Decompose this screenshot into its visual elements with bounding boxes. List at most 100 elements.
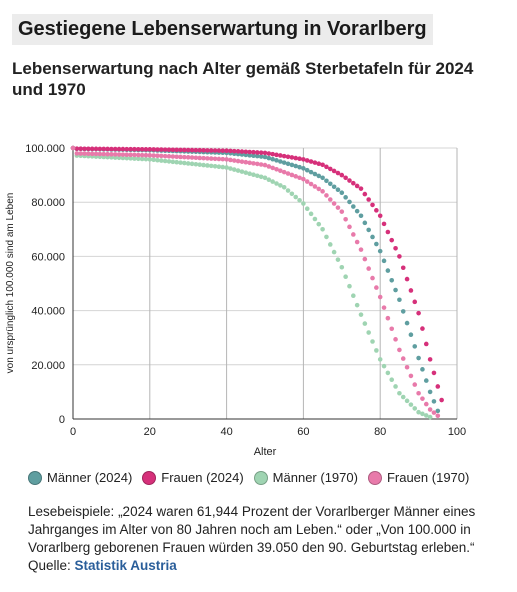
data-point [293, 174, 299, 179]
data-point [408, 373, 414, 379]
data-point [281, 153, 287, 159]
data-point [159, 158, 164, 163]
life-expectancy-chart: 0 20.000 40.000 60.000 80.000 100.000 0 20 40 60 8… [5, 143, 466, 458]
data-point [289, 162, 295, 168]
data-point [312, 160, 318, 165]
data-point [182, 160, 187, 166]
data-point [262, 154, 268, 160]
data-point [205, 156, 210, 161]
data-point [162, 153, 168, 159]
chart-subtitle: Lebenserwartung nach Alter gemäß Sterbet… [12, 59, 474, 99]
data-point [216, 164, 222, 169]
data-point [231, 167, 237, 172]
data-point [331, 201, 337, 206]
data-point [201, 162, 206, 168]
y-tick-label: 0 [59, 414, 65, 426]
data-point [262, 175, 268, 181]
data-point [285, 171, 291, 176]
data-point [397, 254, 402, 259]
data-point [416, 390, 421, 396]
y-axis-label: von ursprünglich 100.000 sind am Leben [5, 193, 16, 374]
data-point [193, 155, 199, 161]
data-point [435, 413, 441, 419]
data-point [255, 173, 260, 179]
data-point [247, 160, 252, 166]
data-point [412, 299, 418, 305]
data-point [404, 276, 410, 282]
source-link[interactable]: Statistik Austria [74, 558, 177, 573]
data-point [201, 148, 206, 153]
data-point [420, 326, 425, 331]
legend-item-maenner-1970[interactable]: Männer (1970) [253, 470, 358, 485]
x-tick-label: 100 [448, 426, 466, 438]
data-point [70, 145, 76, 151]
data-point [82, 146, 87, 152]
data-point [327, 181, 333, 187]
legend-item-frauen-1970[interactable]: Frauen (1970) [367, 470, 469, 485]
data-point [182, 154, 187, 160]
data-point [239, 149, 245, 154]
data-point [220, 148, 226, 153]
data-point [220, 156, 226, 162]
data-point [304, 167, 310, 173]
data-point [389, 326, 395, 332]
data-point [312, 184, 318, 189]
data-point [423, 401, 429, 407]
data-point [354, 183, 360, 189]
data-point [324, 178, 329, 184]
data-point [335, 205, 341, 210]
data-point [293, 163, 299, 169]
grid-lines [73, 147, 458, 419]
data-point [351, 204, 356, 209]
data-point [228, 148, 233, 154]
data-point [327, 242, 333, 247]
data-point [151, 153, 156, 158]
data-point [374, 285, 379, 290]
data-point [381, 258, 387, 264]
data-point [416, 310, 421, 316]
data-point [354, 302, 360, 308]
data-point [143, 156, 149, 162]
data-point [339, 190, 345, 196]
data-point [212, 148, 218, 153]
data-point [193, 161, 199, 167]
data-point [162, 147, 168, 152]
data-point [205, 148, 210, 153]
data-point [400, 394, 406, 400]
data-point [435, 384, 441, 389]
data-point [97, 151, 103, 157]
data-point [289, 172, 295, 178]
data-point [362, 256, 368, 262]
data-point [258, 174, 264, 180]
data-point [408, 332, 414, 338]
data-point [170, 154, 176, 159]
series-frauen-1970 [70, 145, 441, 419]
data-point [124, 152, 130, 158]
data-point [139, 152, 145, 158]
data-point [381, 363, 387, 369]
data-point [139, 156, 145, 162]
data-point [420, 367, 425, 372]
data-point [231, 158, 237, 163]
y-tick-label: 100.000 [25, 143, 65, 155]
data-point [297, 164, 302, 170]
data-point [174, 147, 179, 153]
data-point [397, 390, 402, 396]
data-point [82, 151, 87, 156]
data-point [385, 229, 391, 235]
data-point [143, 147, 149, 152]
data-point [412, 382, 418, 387]
legend-item-maenner-2024[interactable]: Männer (2024) [28, 470, 132, 485]
data-point [327, 197, 333, 202]
data-point [212, 163, 218, 169]
legend-item-frauen-2024[interactable]: Frauen (2024) [142, 470, 244, 485]
data-point [212, 156, 218, 162]
data-point [377, 357, 383, 362]
data-point [208, 148, 214, 153]
data-point [109, 146, 114, 152]
data-point [420, 411, 425, 417]
data-point [193, 147, 199, 153]
data-point [124, 146, 130, 152]
data-point [374, 208, 379, 213]
data-point [423, 378, 429, 383]
